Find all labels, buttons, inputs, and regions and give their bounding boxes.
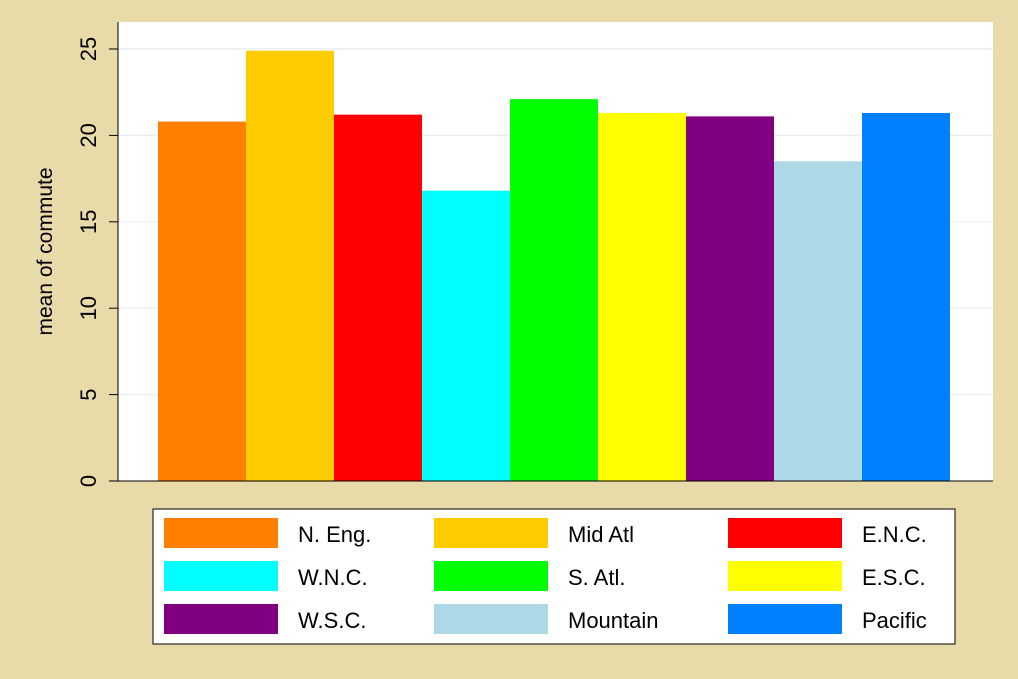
legend-label-mountain: Mountain xyxy=(568,608,659,633)
bars xyxy=(158,50,950,482)
legend-label-s-atl: S. Atl. xyxy=(568,565,625,590)
legend: N. Eng. Mid Atl E.N.C. W.N.C. S. Atl. E.S.C. W… xyxy=(152,508,956,645)
legend-swatch-mid-atl xyxy=(434,518,548,548)
y-axis: 0 5 10 15 20 25 xyxy=(76,22,993,487)
y-tick-label-20: 20 xyxy=(76,123,101,147)
bar-pacific xyxy=(862,112,950,481)
bar-mountain xyxy=(774,161,862,481)
bar-w-n-c xyxy=(422,190,510,482)
bar-e-s-c xyxy=(598,112,686,481)
legend-swatch-e-n-c xyxy=(728,518,842,548)
y-tick-label-10: 10 xyxy=(76,296,101,320)
y-tick-label-25: 25 xyxy=(76,37,101,61)
bar-n-eng xyxy=(158,121,246,482)
bar-e-n-c xyxy=(334,114,422,481)
bar-mid-atl xyxy=(246,50,334,482)
legend-label-w-n-c: W.N.C. xyxy=(298,565,368,590)
legend-label-w-s-c: W.S.C. xyxy=(298,608,366,633)
legend-swatch-s-atl xyxy=(434,561,548,591)
legend-label-e-s-c: E.S.C. xyxy=(862,565,926,590)
legend-label-pacific: Pacific xyxy=(862,608,927,633)
y-tick-label-0: 0 xyxy=(76,475,101,487)
bar-w-s-c xyxy=(686,116,774,481)
legend-swatch-n-eng xyxy=(164,518,278,548)
legend-swatch-pacific xyxy=(728,604,842,634)
y-tick-label-15: 15 xyxy=(76,210,101,234)
legend-swatch-e-s-c xyxy=(728,561,842,591)
legend-swatch-mountain xyxy=(434,604,548,634)
legend-swatch-w-n-c xyxy=(164,561,278,591)
legend-label-mid-atl: Mid Atl xyxy=(568,522,634,547)
legend-label-e-n-c: E.N.C. xyxy=(862,522,927,547)
y-tick-label-5: 5 xyxy=(76,388,101,400)
bar-s-atl xyxy=(510,99,598,481)
legend-swatch-w-s-c xyxy=(164,604,278,634)
y-axis-label: mean of commute xyxy=(34,167,57,335)
legend-label-n-eng: N. Eng. xyxy=(298,522,371,547)
